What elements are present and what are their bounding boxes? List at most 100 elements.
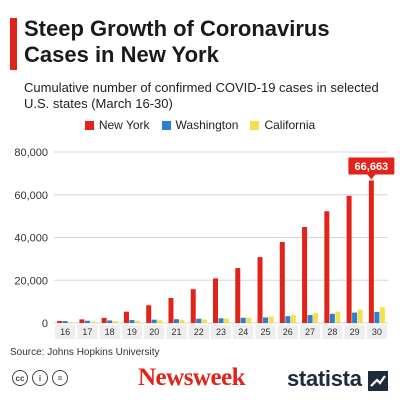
statista-logo: statista: [287, 366, 362, 391]
legend-swatch-new-york: [84, 120, 94, 130]
x-tick-background: [366, 325, 387, 339]
legend-swatch-california: [250, 120, 260, 130]
bar-washington: [62, 321, 68, 323]
bar-new-york: [235, 268, 241, 323]
bar-california: [90, 321, 96, 323]
bar-washington: [196, 318, 202, 323]
x-tick-label: 25: [261, 327, 271, 337]
bar-washington: [173, 319, 179, 323]
bar-california: [357, 309, 363, 323]
bar-california: [112, 321, 118, 323]
source-note: Source: Johns Hopkins University: [10, 347, 160, 358]
bar-new-york: [190, 289, 196, 323]
legend-item-new-york: New York: [84, 118, 150, 132]
x-tick-label: 26: [283, 327, 293, 337]
bar-new-york: [101, 317, 107, 323]
bar-new-york: [79, 319, 85, 323]
x-tick-label: 28: [327, 327, 337, 337]
x-tick-label: 20: [149, 327, 159, 337]
bar-new-york: [279, 241, 285, 323]
bar-california: [335, 311, 341, 323]
bar-washington: [352, 312, 358, 323]
bar-washington: [240, 317, 246, 323]
bar-new-york: [213, 278, 218, 323]
bar-california: [379, 307, 385, 323]
footer: cc i = Newsweek statista: [0, 362, 400, 400]
title-accent-bar: [10, 18, 17, 70]
bar-california: [179, 319, 185, 323]
bar-washington: [129, 320, 135, 323]
x-tick-label: 17: [82, 327, 92, 337]
bar-washington: [285, 316, 291, 323]
x-tick-background: [210, 325, 232, 339]
x-tick-background: [121, 325, 143, 339]
x-tick-background: [77, 325, 98, 339]
bar-new-york: [302, 227, 308, 323]
bar-new-york: [324, 211, 330, 323]
x-tick-background: [299, 325, 321, 339]
bar-california: [68, 321, 74, 323]
annotation-pointer: [367, 174, 376, 180]
x-tick-background: [255, 325, 276, 339]
y-tick-label: 20,000: [14, 275, 48, 287]
legend: New York Washington California: [0, 118, 400, 132]
legend-item-california: California: [250, 118, 315, 132]
bar-new-york: [168, 297, 174, 323]
legend-label-california: California: [264, 118, 316, 132]
by-icon: i: [32, 370, 48, 386]
chart-subtitle: Cumulative number of confirmed COVID-19 …: [24, 80, 379, 111]
x-tick-background: [144, 325, 165, 339]
y-tick-label: 80,000: [14, 147, 48, 159]
x-tick-label: 16: [60, 327, 70, 337]
x-tick-background: [55, 325, 76, 339]
x-tick-background: [166, 325, 187, 339]
x-tick-label: 18: [105, 327, 115, 337]
x-tick-label: 22: [194, 327, 204, 337]
legend-swatch-washington: [161, 120, 171, 130]
x-tick-background: [277, 325, 298, 339]
bar-california: [201, 319, 207, 323]
x-tick-background: [233, 325, 254, 339]
statista-mark-icon: [368, 371, 388, 391]
bar-washington: [107, 320, 113, 323]
x-tick-label: 29: [350, 327, 360, 337]
x-tick-label: 27: [305, 327, 315, 337]
chart-title: Steep Growth of Coronavirus Cases in New…: [24, 16, 330, 67]
cc-icon: cc: [12, 370, 28, 386]
bar-california: [157, 320, 163, 323]
bar-washington: [329, 313, 335, 323]
legend-label-washington: Washington: [175, 118, 239, 132]
bar-new-york: [368, 180, 374, 323]
bar-washington: [307, 315, 313, 323]
bar-washington: [151, 319, 157, 323]
y-tick-label: 0: [42, 318, 48, 330]
x-tick-label: 19: [127, 327, 137, 337]
y-tick-label: 40,000: [14, 233, 48, 245]
bar-washington: [374, 311, 380, 323]
bar-washington: [218, 318, 224, 323]
annotation-box: [348, 157, 395, 175]
y-tick-label: 60,000: [14, 190, 48, 202]
bar-california: [134, 320, 140, 323]
bar-california: [290, 314, 296, 323]
x-tick-background: [322, 325, 343, 339]
bar-chart: 0 20,000 40,000 60,000 80,000 16 17 18 19 20 21 22 2…: [14, 147, 395, 339]
bar-new-york: [123, 311, 129, 323]
bar-california: [268, 316, 274, 323]
bar-california: [246, 317, 252, 323]
x-tick-label: 30: [372, 327, 382, 337]
bar-new-york: [146, 305, 152, 323]
annotation-label: 66,663: [355, 161, 389, 173]
x-tick-label: 24: [238, 327, 248, 337]
bar-california: [313, 313, 319, 323]
bar-washington: [84, 320, 90, 323]
newsweek-logo: Newsweek: [138, 364, 246, 391]
legend-item-washington: Washington: [161, 118, 239, 132]
legend-label-new-york: New York: [98, 118, 150, 132]
bar-new-york: [257, 257, 263, 323]
x-tick-label: 23: [216, 327, 226, 337]
license-icons: cc i =: [12, 370, 68, 386]
x-tick-background: [188, 325, 209, 339]
bar-new-york: [346, 195, 352, 323]
bar-washington: [263, 317, 269, 323]
